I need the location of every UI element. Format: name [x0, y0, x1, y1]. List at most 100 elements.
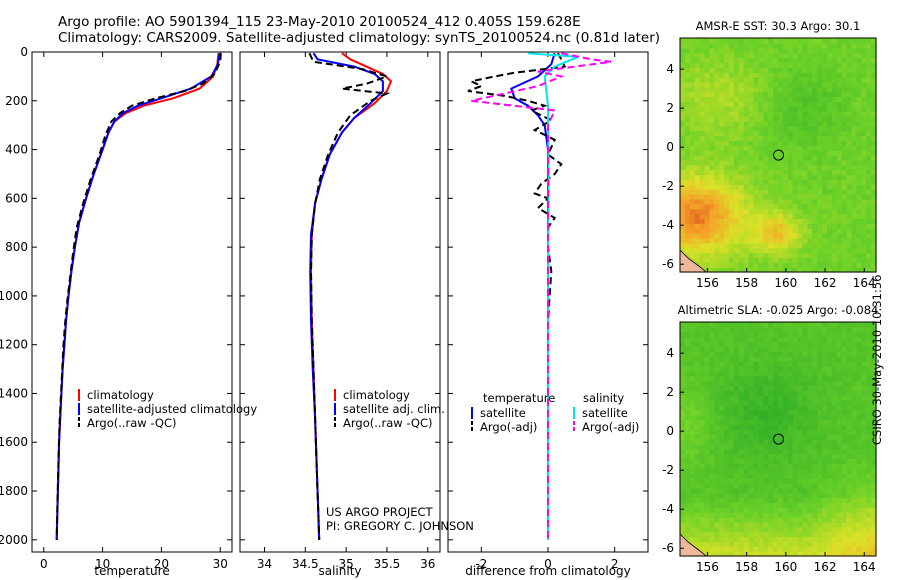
sst-map-cell — [871, 72, 877, 78]
sst-map-cell — [851, 203, 857, 210]
sst-map-cell — [792, 169, 799, 176]
sst-map-cell — [768, 252, 774, 258]
sst-map-cell — [753, 150, 759, 156]
sla-map-cell — [827, 322, 833, 328]
sst-map-cell — [822, 52, 828, 59]
sla-map-cell — [856, 356, 862, 362]
sla-map-cell — [856, 380, 862, 386]
sla-map-cell — [753, 322, 759, 328]
sla-map-cell — [729, 322, 735, 328]
sst-map-cell — [792, 86, 799, 93]
sst-map-cell — [753, 155, 759, 161]
sla-map-cell — [802, 346, 808, 352]
sla-map-cell — [729, 361, 735, 367]
sla-map-xtick-label: 162 — [814, 560, 837, 574]
sst-map-cell — [738, 47, 745, 54]
sst-map-cell — [684, 91, 691, 98]
sst-map-cell — [768, 247, 774, 254]
sla-map-cell — [724, 341, 730, 347]
sla-map-cell — [724, 390, 730, 396]
sst-map-cell — [846, 155, 853, 161]
sla-map-cell — [733, 400, 740, 406]
sst-map-cell — [871, 257, 877, 263]
sst-map-cell — [699, 86, 706, 93]
sst-map-cell — [851, 62, 857, 68]
sla-map-cell — [709, 453, 715, 460]
sla-map-cell — [866, 404, 872, 411]
sst-map-cell — [792, 213, 799, 219]
sst-map-cell — [841, 198, 848, 205]
sla-map-cell — [802, 531, 808, 538]
sla-map-cell — [743, 395, 750, 401]
sla-map-cell — [787, 453, 794, 460]
sla-map-cell — [684, 341, 691, 347]
sst-map-cell — [748, 247, 755, 254]
sst-map-cell — [787, 42, 794, 49]
sla-map-cell — [689, 448, 696, 455]
sst-map-cell — [748, 198, 755, 205]
sst-map-cell — [704, 150, 710, 156]
sla-map-cell — [836, 443, 843, 450]
sla-map-cell — [768, 385, 774, 391]
sla-map-cell — [733, 361, 740, 367]
sla-map-cell — [822, 395, 828, 401]
sst-map-cell — [792, 72, 799, 78]
sst-map-cell — [704, 67, 710, 73]
sst-map-cell — [778, 145, 784, 151]
sla-map-cell — [684, 502, 691, 508]
sst-map-cell — [831, 81, 838, 88]
sst-map-cell — [733, 42, 740, 49]
sla-map-cell — [861, 370, 867, 377]
sla-map-cell — [846, 512, 853, 518]
sst-map-cell — [827, 198, 833, 205]
sla-map-cell — [694, 453, 701, 460]
sst-map-cell — [763, 116, 769, 122]
sst-map-cell — [797, 42, 804, 49]
sst-map-cell — [773, 135, 779, 141]
sla-map-cell — [807, 390, 813, 396]
sla-map-cell — [797, 434, 804, 440]
sst-map-cell — [680, 159, 686, 166]
sst-map-cell — [797, 47, 804, 54]
sla-map-cell — [871, 458, 877, 464]
sla-map-cell — [753, 478, 759, 484]
sst-map-cell — [699, 120, 706, 127]
sst-map-cell — [753, 169, 759, 176]
sla-map-cell — [729, 478, 735, 484]
sla-map-cell — [836, 536, 843, 542]
sla-map-cell — [846, 541, 853, 547]
sst-map-cell — [773, 155, 779, 161]
sst-map-cell — [861, 194, 867, 200]
sst-map-cell — [866, 77, 872, 83]
sla-map-cell — [807, 546, 813, 552]
sla-map-cell — [817, 531, 823, 538]
sla-map-cell — [719, 395, 725, 401]
sla-map-cell — [846, 424, 853, 430]
sla-map-cell — [851, 502, 857, 508]
sst-map-cell — [792, 164, 799, 171]
sst-map-cell — [733, 218, 740, 224]
sla-map-cell — [817, 507, 823, 513]
sla-map-cell — [812, 400, 818, 406]
sla-map-cell — [699, 414, 706, 421]
sla-map-cell — [802, 536, 808, 542]
sst-map-cell — [758, 184, 764, 190]
sla-map-cell — [817, 443, 823, 450]
sst-map-cell — [758, 228, 764, 234]
sst-map-cell — [753, 267, 759, 273]
sla-map-cell — [822, 512, 828, 518]
sst-map-cell — [719, 237, 725, 244]
sla-map-cell — [841, 541, 848, 547]
sst-map-cell — [684, 120, 691, 127]
sst-map-cell — [836, 164, 843, 171]
sst-map-cell — [699, 130, 706, 137]
sst-map-cell — [851, 218, 857, 224]
sla-map-cell — [699, 546, 706, 552]
sst-map-frame — [679, 37, 877, 273]
sst-map-cell — [743, 77, 750, 83]
sla-map-cell — [778, 478, 784, 484]
sst-map-cell — [871, 242, 877, 249]
sla-map-cell — [758, 375, 764, 382]
sla-map-cell — [797, 390, 804, 396]
sla-map-cell — [827, 356, 833, 362]
